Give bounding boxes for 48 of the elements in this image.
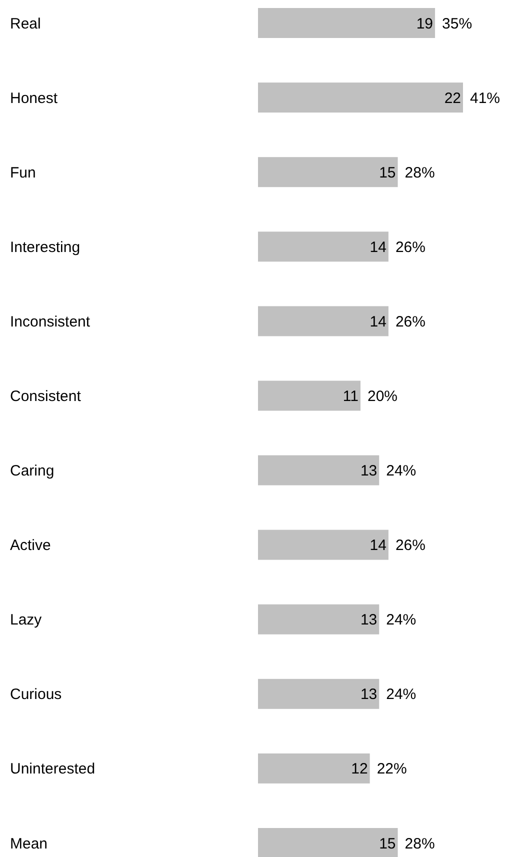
- y-tick-label: Active: [10, 537, 51, 554]
- data-label: 14: [370, 313, 386, 330]
- y-tick-label: Uninterested: [10, 760, 96, 778]
- bar: [258, 753, 370, 784]
- annotation: 28%: [404, 164, 435, 182]
- bar: [258, 157, 398, 188]
- annotation: 20%: [368, 388, 398, 405]
- data-label: 14: [370, 537, 386, 554]
- y-tick-label: Real: [10, 15, 41, 32]
- annotation: 22%: [376, 760, 407, 778]
- annotation: 35%: [442, 15, 472, 32]
- annotation: 24%: [386, 686, 416, 704]
- bar: [258, 828, 398, 857]
- annotation: 26%: [395, 313, 426, 330]
- data-label: 19: [416, 15, 434, 32]
- annotation: 24%: [386, 462, 416, 480]
- bar: [258, 604, 380, 634]
- y-tick-label: Lazy: [10, 612, 42, 629]
- bar: [258, 232, 388, 262]
- data-label: 12: [351, 760, 368, 778]
- y-tick-label: Fun: [10, 164, 36, 182]
- y-tick-label: Mean: [10, 835, 48, 852]
- bar: [258, 306, 388, 336]
- y-tick-label: Interesting: [10, 238, 80, 256]
- bar: [258, 455, 380, 486]
- bar: [258, 678, 380, 709]
- data-label: 22: [444, 90, 461, 107]
- annotation: 24%: [386, 612, 416, 629]
- annotation: 26%: [395, 537, 426, 554]
- bar: [258, 530, 388, 560]
- y-tick-label: Inconsistent: [10, 313, 91, 330]
- annotation: 28%: [404, 835, 435, 852]
- data-label: 14: [370, 238, 386, 256]
- data-label: 11: [342, 388, 358, 405]
- y-tick-label: Consistent: [10, 388, 82, 405]
- y-tick-label: Honest: [10, 90, 58, 107]
- y-tick-label: Curious: [10, 686, 62, 704]
- annotation: 26%: [395, 238, 426, 256]
- bar: [258, 82, 463, 113]
- data-label: 15: [379, 835, 396, 852]
- data-label: 13: [360, 686, 378, 704]
- bar: [258, 8, 436, 38]
- data-label: 13: [360, 462, 378, 480]
- bar: [258, 380, 360, 411]
- y-tick-label: Caring: [10, 462, 54, 480]
- data-label: 13: [360, 612, 378, 629]
- annotation: 41%: [470, 90, 500, 107]
- data-label: 15: [379, 164, 396, 182]
